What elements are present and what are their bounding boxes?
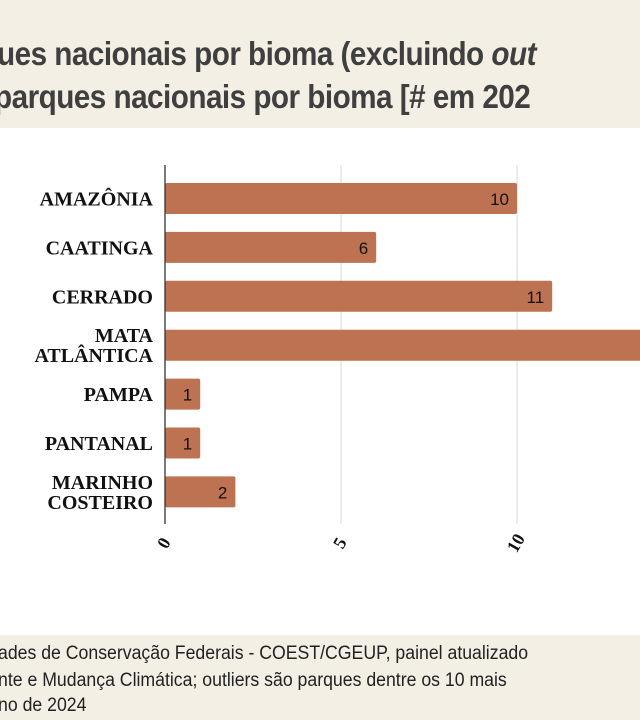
chart-footer: ades de Conservação Federais - COEST/CGE… [0, 635, 640, 720]
bar-chart: 10AMAZÔNIA6CAATINGA11CERRADOMATAATLÂNTIC… [34, 165, 640, 556]
data-label: 11 [527, 288, 545, 307]
source-note-line-3: no de 2024 [0, 695, 87, 716]
data-label: 10 [490, 190, 509, 209]
source-note-line-2: nte e Mudança Climática; outliers são pa… [0, 670, 507, 691]
bar [165, 378, 201, 410]
bar [165, 280, 553, 312]
chart-header: ues nacionais por bioma (excluindo out p… [0, 0, 640, 128]
chart-title-italic: out [491, 35, 536, 72]
chart-subtitle: parques nacionais por bioma [# em 202 [0, 78, 531, 115]
bar [165, 183, 517, 214]
category-label: PAMPA [84, 384, 154, 406]
data-label: 1 [183, 386, 192, 405]
bar [165, 231, 377, 263]
bar [165, 427, 201, 459]
chart-area: 10 AMAZÔNIA 6 CAATINGA 11 CERRADO MATA ATLÂNTIC… [0, 128, 640, 635]
category-label: MATA [95, 325, 154, 347]
category-label: CERRADO [52, 286, 153, 308]
data-label: 1 [183, 435, 192, 454]
category-label: CAATINGA [46, 237, 154, 259]
category-label: COSTEIRO [47, 492, 153, 514]
chart-title: ues nacionais por bioma (excluindo out [0, 35, 536, 73]
category-label: AMAZÔNIA [40, 187, 154, 211]
category-label: PANTANAL [45, 433, 153, 455]
x-tick-label: 10 [503, 530, 529, 556]
data-label: 2 [218, 483, 227, 502]
x-tick-label: 0 [153, 534, 175, 552]
bar [165, 329, 640, 361]
source-note-line-1: ades de Conservação Federais - COEST/CGE… [0, 643, 529, 664]
category-label: ATLÂNTICA [34, 343, 153, 367]
bar [165, 476, 236, 508]
x-tick-label: 5 [329, 534, 351, 552]
chart-title-text: ues nacionais por bioma (excluindo [0, 35, 492, 72]
category-label: MARINHO [52, 472, 153, 494]
data-label: 6 [359, 239, 368, 258]
